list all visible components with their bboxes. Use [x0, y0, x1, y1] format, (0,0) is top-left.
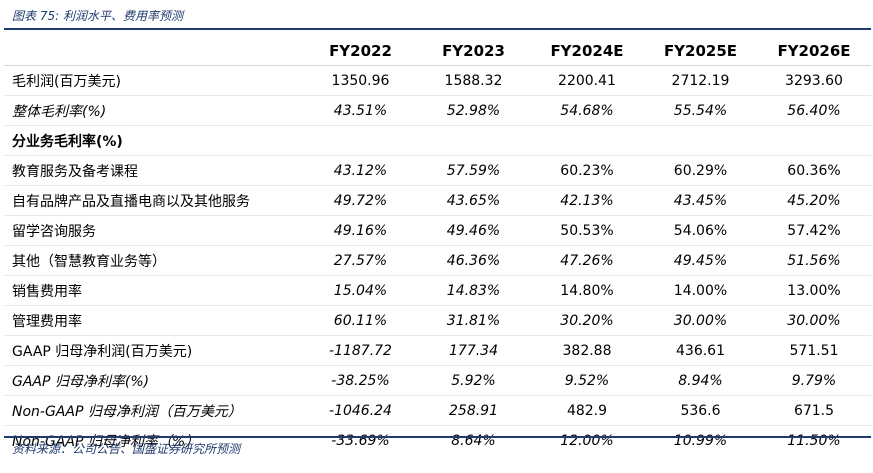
corner-cell	[4, 36, 304, 66]
value-cell: 60.36%	[757, 155, 871, 186]
row-label: Non-GAAP 归母净利润（百万美元）	[4, 395, 304, 426]
figure-caption: 图表 75: 利润水平、费用率预测	[4, 4, 871, 30]
value-cell: 258.91	[417, 395, 530, 426]
row-label: 毛利润(百万美元)	[4, 65, 304, 96]
value-cell: 9.79%	[757, 365, 871, 396]
table-row: GAAP 归母净利率(%) -38.25% 5.92% 9.52% 8.94% 9.79%	[4, 365, 871, 396]
value-cell: 14.80%	[530, 275, 644, 306]
row-label: GAAP 归母净利润(百万美元)	[4, 335, 304, 366]
value-cell: 382.88	[530, 335, 644, 366]
row-label: 分业务毛利率(%)	[4, 125, 304, 156]
value-cell: 49.16%	[304, 215, 417, 246]
value-cell: 177.34	[417, 335, 530, 366]
value-cell: 671.5	[757, 395, 871, 426]
value-cell: 56.40%	[757, 95, 871, 126]
column-header: FY2025E	[644, 36, 757, 66]
value-cell: 60.23%	[530, 155, 644, 186]
row-label: 其他（智慧教育业务等）	[4, 245, 304, 276]
table-row: 分业务毛利率(%)	[4, 125, 871, 156]
value-cell: 42.13%	[530, 185, 644, 216]
value-cell: 51.56%	[757, 245, 871, 276]
value-cell: 45.20%	[757, 185, 871, 216]
value-cell	[644, 125, 757, 156]
value-cell: 55.54%	[644, 95, 757, 126]
value-cell: 9.52%	[530, 365, 644, 396]
value-cell: 1588.32	[417, 65, 530, 96]
table-row: 教育服务及备考课程 43.12% 57.59% 60.23% 60.29% 60.36%	[4, 155, 871, 186]
table-row: 自有品牌产品及直播电商以及其他服务 49.72% 43.65% 42.13% 43.45…	[4, 185, 871, 216]
column-header: FY2022	[304, 36, 417, 66]
value-cell: 14.83%	[417, 275, 530, 306]
column-header: FY2023	[417, 36, 530, 66]
value-cell: -1046.24	[304, 395, 417, 426]
value-cell: 60.11%	[304, 305, 417, 336]
value-cell	[417, 125, 530, 156]
row-label: 整体毛利率(%)	[4, 95, 304, 126]
value-cell: 30.20%	[530, 305, 644, 336]
row-label: 管理费用率	[4, 305, 304, 336]
table-row: 销售费用率 15.04% 14.83% 14.80% 14.00% 13.00%	[4, 275, 871, 306]
value-cell: 3293.60	[757, 65, 871, 96]
value-cell: 31.81%	[417, 305, 530, 336]
source-note: 资料来源：公司公告、国盛证券研究所预测	[4, 436, 871, 458]
value-cell: 27.57%	[304, 245, 417, 276]
value-cell: 482.9	[530, 395, 644, 426]
column-header: FY2024E	[530, 36, 644, 66]
value-cell: -1187.72	[304, 335, 417, 366]
value-cell: 30.00%	[757, 305, 871, 336]
row-label: 教育服务及备考课程	[4, 155, 304, 186]
value-cell: 436.61	[644, 335, 757, 366]
table-row: 毛利润(百万美元) 1350.96 1588.32 2200.41 2712.19 329…	[4, 65, 871, 96]
value-cell: 14.00%	[644, 275, 757, 306]
value-cell: 15.04%	[304, 275, 417, 306]
value-cell: 5.92%	[417, 365, 530, 396]
table-row: 留学咨询服务 49.16% 49.46% 50.53% 54.06% 57.42%	[4, 215, 871, 246]
value-cell: 60.29%	[644, 155, 757, 186]
value-cell: 47.26%	[530, 245, 644, 276]
value-cell	[304, 125, 417, 156]
value-cell: 536.6	[644, 395, 757, 426]
column-header: FY2026E	[757, 36, 871, 66]
value-cell: 43.51%	[304, 95, 417, 126]
value-cell: 50.53%	[530, 215, 644, 246]
row-label: GAAP 归母净利率(%)	[4, 365, 304, 396]
value-cell: 57.59%	[417, 155, 530, 186]
table-row: 管理费用率 60.11% 31.81% 30.20% 30.00% 30.00%	[4, 305, 871, 336]
value-cell: 57.42%	[757, 215, 871, 246]
table-row: GAAP 归母净利润(百万美元) -1187.72 177.34 382.88 436.…	[4, 335, 871, 366]
value-cell: 54.68%	[530, 95, 644, 126]
value-cell	[757, 125, 871, 156]
value-cell: 1350.96	[304, 65, 417, 96]
value-cell: 49.46%	[417, 215, 530, 246]
row-label: 自有品牌产品及直播电商以及其他服务	[4, 185, 304, 216]
value-cell: 49.72%	[304, 185, 417, 216]
header-row: FY2022 FY2023 FY2024E FY2025E FY2026E	[4, 36, 871, 66]
value-cell: 2200.41	[530, 65, 644, 96]
forecast-table: FY2022 FY2023 FY2024E FY2025E FY2026E 毛利…	[4, 36, 871, 455]
table-row: Non-GAAP 归母净利润（百万美元） -1046.24 258.91 482.9 5…	[4, 395, 871, 426]
value-cell: 13.00%	[757, 275, 871, 306]
value-cell: 49.45%	[644, 245, 757, 276]
value-cell: 8.94%	[644, 365, 757, 396]
row-label: 留学咨询服务	[4, 215, 304, 246]
value-cell: 30.00%	[644, 305, 757, 336]
value-cell: 43.12%	[304, 155, 417, 186]
value-cell: 2712.19	[644, 65, 757, 96]
row-label: 销售费用率	[4, 275, 304, 306]
table-row: 其他（智慧教育业务等） 27.57% 46.36% 47.26% 49.45% 51.56…	[4, 245, 871, 276]
value-cell: 54.06%	[644, 215, 757, 246]
value-cell: 52.98%	[417, 95, 530, 126]
value-cell: -38.25%	[304, 365, 417, 396]
table-row: 整体毛利率(%) 43.51% 52.98% 54.68% 55.54% 56.40%	[4, 95, 871, 126]
value-cell: 43.45%	[644, 185, 757, 216]
value-cell: 43.65%	[417, 185, 530, 216]
value-cell	[530, 125, 644, 156]
value-cell: 46.36%	[417, 245, 530, 276]
table-body: 毛利润(百万美元) 1350.96 1588.32 2200.41 2712.19 329…	[4, 65, 871, 456]
value-cell: 571.51	[757, 335, 871, 366]
